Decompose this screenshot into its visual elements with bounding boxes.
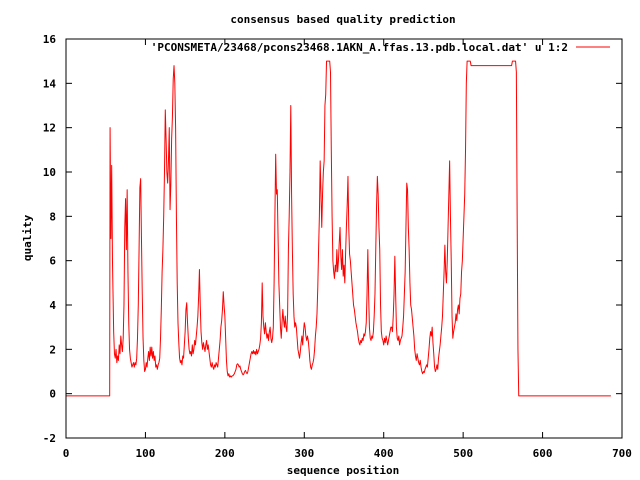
y-tick-label: 14 bbox=[43, 77, 57, 90]
y-tick-labels: -2 0 2 4 6 8 10 12 14 16 bbox=[43, 33, 57, 445]
x-tick-label: 100 bbox=[135, 447, 155, 460]
x-tick-label: 500 bbox=[453, 447, 473, 460]
series-layer bbox=[66, 60, 611, 397]
y-tick-label: 4 bbox=[49, 299, 56, 312]
y-tick-label: 16 bbox=[43, 33, 57, 46]
x-tick-label: 200 bbox=[215, 447, 235, 460]
y-tick-label: 12 bbox=[43, 122, 56, 135]
y-axis-label: quality bbox=[21, 214, 34, 261]
legend-label: 'PCONSMETA/23468/pcons23468.1AKN_A.ffas.… bbox=[151, 41, 568, 54]
x-tick-label: 400 bbox=[374, 447, 394, 460]
y-tick-label: 6 bbox=[49, 255, 56, 268]
y-tick-label: -2 bbox=[43, 432, 56, 445]
plot-frame bbox=[65, 38, 623, 439]
series-line bbox=[66, 60, 611, 397]
x-tick-label: 0 bbox=[63, 447, 70, 460]
x-tick-label: 300 bbox=[294, 447, 314, 460]
x-tick-labels: 0 100 200 300 400 500 600 700 bbox=[63, 447, 632, 460]
y-tick-label: 10 bbox=[43, 166, 56, 179]
x-axis-label: sequence position bbox=[287, 464, 400, 477]
y-tick-label: 2 bbox=[49, 343, 56, 356]
x-tick-label: 600 bbox=[533, 447, 553, 460]
legend: 'PCONSMETA/23468/pcons23468.1AKN_A.ffas.… bbox=[151, 41, 610, 54]
y-tick-label: 8 bbox=[49, 210, 56, 223]
y-tick-label: 0 bbox=[49, 388, 56, 401]
x-tick-label: 700 bbox=[612, 447, 632, 460]
chart-title: consensus based quality prediction bbox=[230, 13, 455, 26]
